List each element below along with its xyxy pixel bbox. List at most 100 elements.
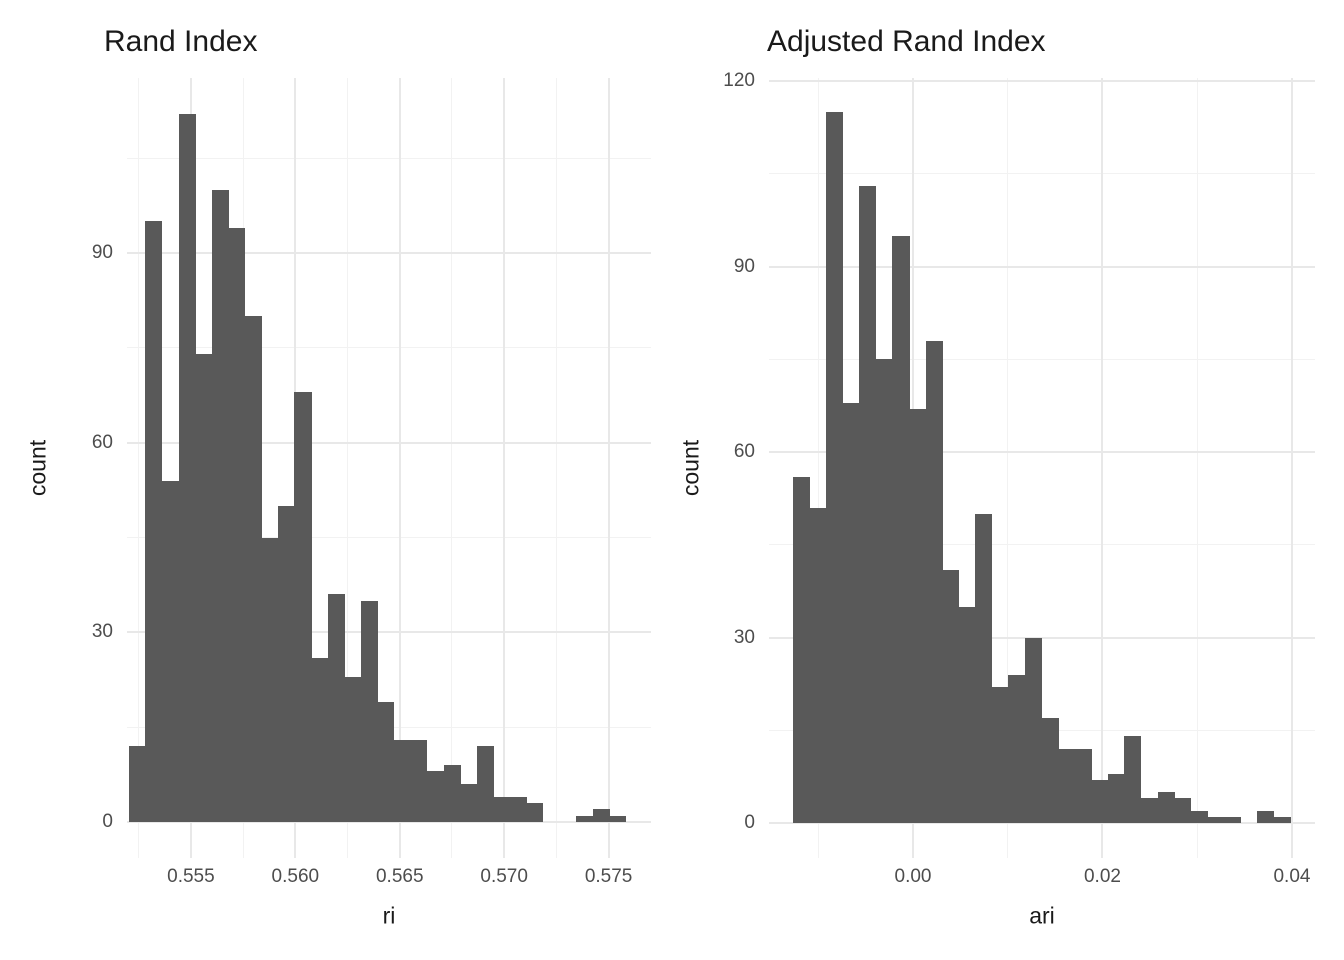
y-tick-label: 0 [744,812,755,833]
histogram-bar [1058,748,1076,823]
histogram-bar [277,505,295,822]
gridline-x-minor [1007,78,1009,858]
gridline-x-minor [1196,78,1198,858]
x-axis-title-ri: ri [382,902,396,929]
gridline-x-major [1101,78,1104,858]
x-tick-label: 0.02 [1083,866,1121,887]
y-tick-label: 90 [733,255,755,277]
histogram-bar [460,784,478,822]
histogram-bar [294,392,312,822]
histogram-bar [1107,773,1125,823]
y-tick-label: 30 [91,621,113,643]
gridline-y-minor [769,358,1315,360]
y-axis-title-count-left: count [24,439,51,497]
histogram-bar [1041,717,1059,823]
gridline-x-minor [451,78,453,858]
histogram-bar [609,815,627,822]
histogram-bar [958,606,976,823]
histogram-bar [311,657,329,822]
histogram-bar [1124,736,1142,823]
histogram-bar [1157,792,1175,823]
histogram-bar [1223,816,1241,823]
histogram-bar [211,189,229,822]
histogram-bar [1207,816,1225,823]
histogram-bar [875,359,893,823]
histogram-bar [178,114,196,822]
gridline-y-minor [127,537,651,539]
gridline-x-minor [347,78,349,858]
histogram-bar [1008,674,1026,823]
histogram-bar [1074,748,1092,823]
y-tick-label: 60 [91,431,113,453]
histogram-bar [162,480,180,822]
histogram-bar [1256,810,1275,823]
histogram-bar [261,537,279,822]
histogram-bar [892,235,910,823]
x-tick-label: 0.00 [894,866,932,887]
y-tick-label: 30 [733,626,755,648]
histogram-bar [1273,816,1291,823]
histogram-bar [476,746,494,822]
histogram-bar [327,594,345,822]
gridline-y-major [769,265,1315,268]
histogram-bar [410,739,428,822]
histogram-bar [426,771,445,822]
histogram-bar [509,796,527,822]
histogram-bar [526,803,544,822]
gridline-x-major [607,78,610,858]
gridline-y-major [769,451,1315,454]
histogram-bar [393,739,411,822]
histogram-bar [344,676,362,822]
histogram-bar [576,815,594,822]
gridline-y-minor [127,157,651,159]
y-tick-label: 0 [102,810,113,832]
histogram-bar [493,796,511,822]
y-tick-label: 120 [723,70,755,92]
gridline-y-major [127,631,651,634]
y-tick-label: 60 [733,441,755,463]
gridline-y-minor [769,173,1315,175]
gridline-y-minor [127,347,651,349]
plot-panel-adjusted-rand-index [769,78,1315,858]
gridline-y-major [127,441,651,444]
histogram-bar [909,408,927,823]
histogram-bar [228,227,246,822]
gridline-x-minor [555,78,557,858]
histogram-bar [145,221,163,822]
histogram-bar [1025,637,1043,823]
histogram-bar [195,354,213,822]
histogram-bar [842,402,860,823]
histogram-bar [975,513,993,823]
gridline-y-major [769,80,1315,83]
x-tick-label: 0.565 [375,866,424,887]
histogram-bar [1091,779,1109,823]
x-axis-title-ari: ari [1029,902,1055,929]
histogram-bar [128,746,146,822]
gridline-y-minor [769,544,1315,546]
gridline-x-minor [817,78,819,858]
chart-title-rand-index: Rand Index [104,25,258,58]
histogram-bar [1190,810,1208,823]
x-tick-label: 0.555 [167,866,215,887]
y-tick-label: 90 [91,242,113,264]
histogram-bar [443,765,461,822]
histogram-bar [826,112,844,823]
histogram-bar [1174,798,1192,823]
chart-title-adjusted-rand-index: Adjusted Rand Index [767,25,1046,58]
gridline-x-major [1290,78,1293,858]
x-tick-label: 0.560 [271,866,320,887]
gridline-y-major [769,822,1315,824]
x-tick-label: 0.04 [1273,866,1311,887]
gridline-y-major [127,252,651,255]
x-tick-label: 0.570 [480,866,528,887]
histogram-bar [1140,798,1159,823]
histogram-bar [991,686,1009,823]
histogram-bar [809,507,827,823]
gridline-x-major [398,78,401,858]
histogram-bar [592,809,610,822]
plot-panel-rand-index [127,78,651,858]
y-axis-title-count-right: count [677,439,704,497]
x-tick-label: 0.575 [584,866,633,887]
histogram-bar [859,186,877,823]
